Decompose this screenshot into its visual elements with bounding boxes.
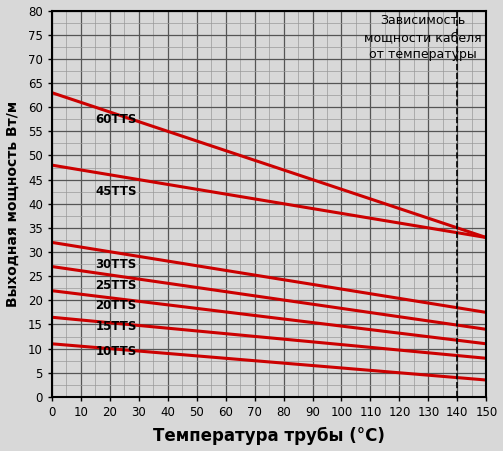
X-axis label: Температура трубы (°C): Температура трубы (°C) <box>153 427 385 446</box>
Y-axis label: Выходная мощность Вт/м: Выходная мощность Вт/м <box>6 101 20 307</box>
Text: 60TTS: 60TTS <box>95 113 137 126</box>
Text: 15TTS: 15TTS <box>95 320 137 333</box>
Text: 45TTS: 45TTS <box>95 185 137 198</box>
Text: 25TTS: 25TTS <box>95 279 137 292</box>
Text: 20TTS: 20TTS <box>95 299 136 312</box>
Text: 30TTS: 30TTS <box>95 258 136 271</box>
Text: 10TTS: 10TTS <box>95 345 136 358</box>
Text: Зависимость
мощности кабеля
от температуры: Зависимость мощности кабеля от температу… <box>364 14 482 61</box>
